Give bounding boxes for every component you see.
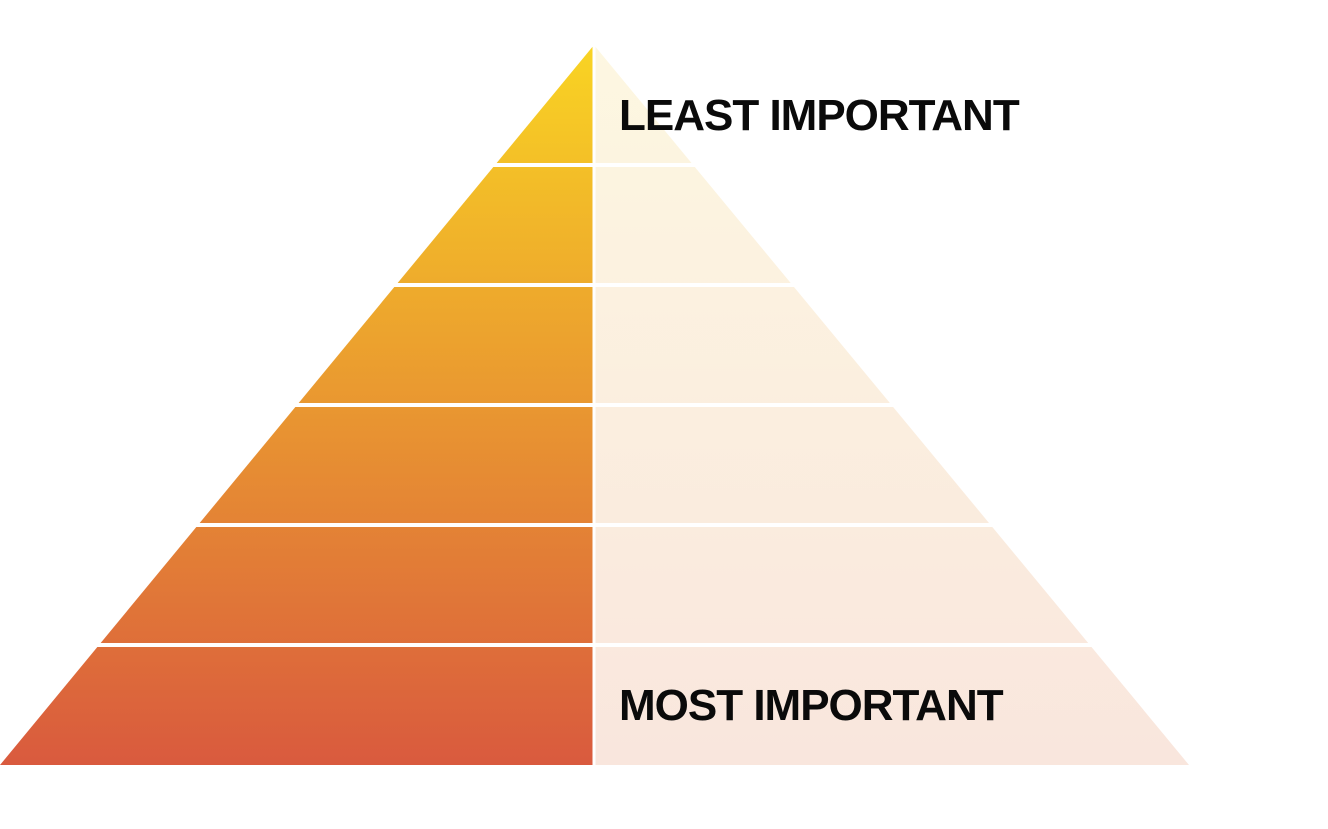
least-important-label: LEAST IMPORTANT — [619, 91, 1020, 140]
most-important-label: MOST IMPORTANT — [619, 681, 1004, 730]
